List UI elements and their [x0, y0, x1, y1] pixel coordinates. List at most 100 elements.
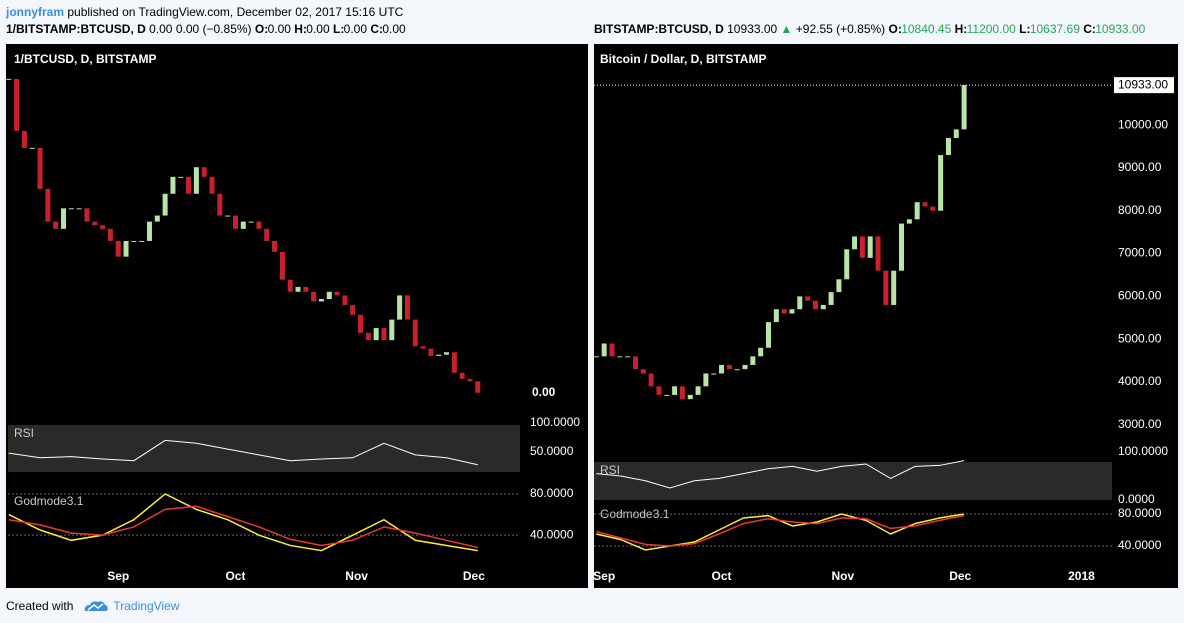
x-tick-label: Nov — [345, 569, 368, 583]
candle — [719, 364, 725, 374]
candle — [906, 219, 912, 224]
candle — [640, 369, 646, 374]
candle — [139, 240, 145, 242]
candle — [350, 305, 356, 315]
x-tick-label: Sep — [107, 569, 129, 583]
candle — [961, 85, 967, 130]
candle — [107, 228, 113, 241]
panel-title: 1/BTCUSD, D, BITSTAMP — [14, 52, 156, 66]
candle — [326, 291, 332, 300]
brand[interactable]: TradingView — [113, 599, 180, 613]
candle — [672, 386, 678, 395]
quote: +92.55 (+0.85%) — [795, 22, 886, 36]
x-tick-label: Dec — [463, 569, 485, 583]
candle — [914, 202, 920, 220]
candle — [60, 208, 66, 229]
rsi-tick-label: 100.0000 — [1118, 444, 1168, 458]
last-price-label: 0.00 — [532, 385, 556, 399]
candle — [899, 223, 905, 271]
candle — [186, 176, 192, 194]
y-tick-label: 3000.00 — [1118, 417, 1162, 431]
candle — [6, 78, 12, 80]
candle — [287, 279, 293, 292]
candle — [789, 309, 795, 314]
candle — [209, 176, 215, 194]
candle — [758, 347, 764, 357]
candle — [459, 372, 465, 379]
godmode-line — [8, 505, 478, 549]
rsi-tick-label: 100.0000 — [530, 415, 580, 429]
candle — [131, 240, 137, 242]
candle — [146, 221, 152, 241]
candle — [436, 354, 442, 356]
candle — [279, 251, 285, 280]
candle — [664, 394, 670, 396]
x-tick-label: Sep — [593, 569, 615, 583]
ohlc-key: H: — [954, 22, 968, 36]
candle — [76, 208, 82, 210]
candle — [14, 78, 20, 131]
candle — [852, 236, 858, 250]
candle — [797, 296, 803, 310]
candle — [451, 352, 457, 373]
candle — [444, 352, 450, 355]
godmode-tick-label: 80.0000 — [530, 486, 574, 500]
y-tick-label: 8000.00 — [1118, 203, 1162, 217]
y-tick-label: 6000.00 — [1118, 289, 1162, 303]
ohlc-value: 10637.69 — [1029, 22, 1080, 36]
x-tick-label: Dec — [949, 569, 971, 583]
godmode-tick-label: 80.0000 — [1118, 506, 1162, 520]
candle — [656, 386, 662, 395]
candle — [29, 147, 35, 149]
candle — [467, 378, 473, 382]
candle — [84, 208, 90, 222]
candle — [945, 137, 951, 156]
godmode-line — [596, 514, 965, 547]
candle — [648, 373, 654, 387]
panel-title: Bitcoin / Dollar, D, BITSTAMP — [600, 52, 766, 66]
ohlc-key: L: — [332, 22, 345, 36]
candle — [21, 130, 27, 148]
ohlc-key: L: — [1019, 22, 1031, 36]
rsi-line — [596, 460, 965, 489]
footer: Created with TradingView — [6, 598, 179, 614]
logo — [85, 601, 109, 611]
ohlc-key: O: — [888, 22, 902, 36]
quote-line: 1/BITSTAMP:BTCUSD, D 0.00 0.00 (−0.85%) … — [6, 22, 406, 36]
candle — [734, 369, 740, 371]
ohlc-value: 0.00 — [343, 22, 368, 36]
ohlc-value: 0.00 — [267, 22, 291, 36]
candle — [248, 221, 254, 223]
candle — [123, 240, 129, 257]
ohlc-value: 10840.45 — [901, 22, 952, 36]
candle — [420, 346, 426, 349]
ohlc-value: 10933.00 — [1095, 22, 1146, 36]
candle — [334, 291, 340, 296]
candle — [883, 270, 889, 305]
y-tick-label: 7000.00 — [1118, 246, 1162, 260]
candle — [711, 373, 717, 375]
published: published on TradingView.com, December 0… — [67, 5, 404, 19]
candle — [373, 328, 379, 341]
user[interactable]: jonnyfram — [6, 5, 65, 19]
x-tick-label: Oct — [712, 569, 732, 583]
candle — [742, 364, 748, 370]
candle — [404, 295, 410, 320]
candle — [922, 202, 928, 207]
candle — [162, 193, 168, 216]
rsi-label: RSI — [600, 463, 620, 477]
candle — [687, 394, 693, 400]
candle — [750, 356, 756, 365]
candle — [178, 176, 184, 178]
candle — [201, 167, 207, 177]
candle — [765, 322, 771, 348]
quote-line: BITSTAMP:BTCUSD, D 10933.00 ▲ +92.55 (+0… — [594, 22, 1145, 36]
godmode-tick-label: 40.0000 — [1118, 538, 1162, 552]
candle — [412, 319, 418, 347]
candle — [953, 129, 959, 138]
symbol: BITSTAMP:BTCUSD, D — [594, 22, 724, 36]
candle — [781, 309, 787, 314]
candle — [617, 356, 623, 358]
candle — [930, 206, 936, 211]
